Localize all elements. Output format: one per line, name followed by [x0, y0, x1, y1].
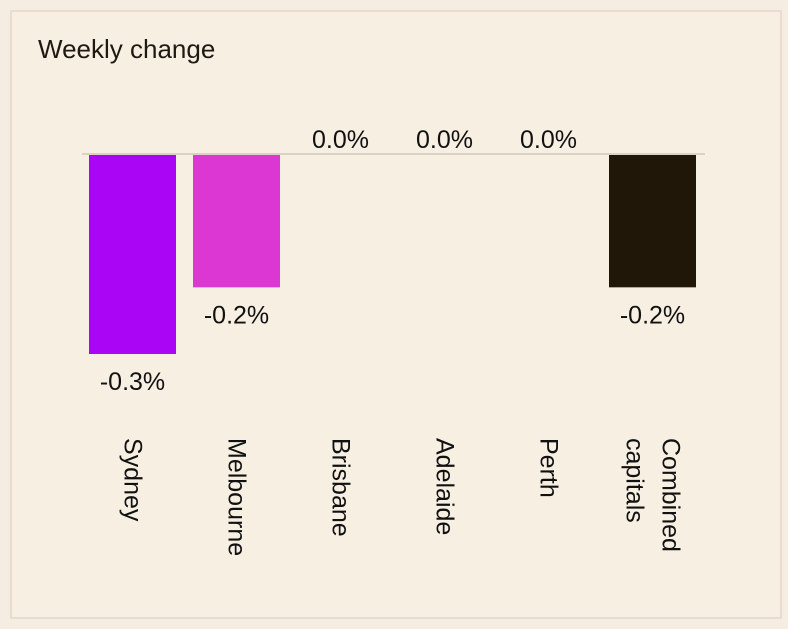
tick-label: capitals: [621, 438, 649, 523]
category-label-perth: Perth: [535, 438, 563, 498]
tick-label: Adelaide: [431, 438, 459, 535]
tick-label: Brisbane: [327, 438, 355, 537]
chart-title: Weekly change: [38, 34, 216, 64]
tick-label: Perth: [535, 438, 563, 498]
data-label: -0.3%: [100, 368, 165, 396]
bar-sydney: [89, 154, 176, 354]
category-label-sydney: Sydney: [119, 438, 147, 522]
data-labels-group: -0.3% -0.2% 0.0% 0.0% 0.0% -0.2%: [100, 126, 685, 396]
tick-label: Melbourne: [223, 438, 251, 556]
bar-melbourne: [193, 154, 280, 288]
data-label: -0.2%: [620, 301, 685, 329]
category-label-adelaide: Adelaide: [431, 438, 459, 535]
data-label: -0.2%: [204, 301, 269, 329]
category-label-melbourne: Melbourne: [223, 438, 251, 556]
category-labels-group: Sydney Melbourne Brisbane Adelaide Perth Comb…: [119, 438, 685, 556]
tick-label: Sydney: [119, 438, 147, 522]
bar-combined-capitals: [609, 154, 696, 288]
data-label: 0.0%: [520, 126, 577, 154]
data-label: 0.0%: [416, 126, 473, 154]
category-label-brisbane: Brisbane: [327, 438, 355, 537]
category-label-combined-capitals: Combined capitals: [621, 438, 685, 552]
bars-group: [89, 154, 696, 354]
tick-label: Combined: [657, 438, 685, 552]
data-label: 0.0%: [312, 126, 369, 154]
